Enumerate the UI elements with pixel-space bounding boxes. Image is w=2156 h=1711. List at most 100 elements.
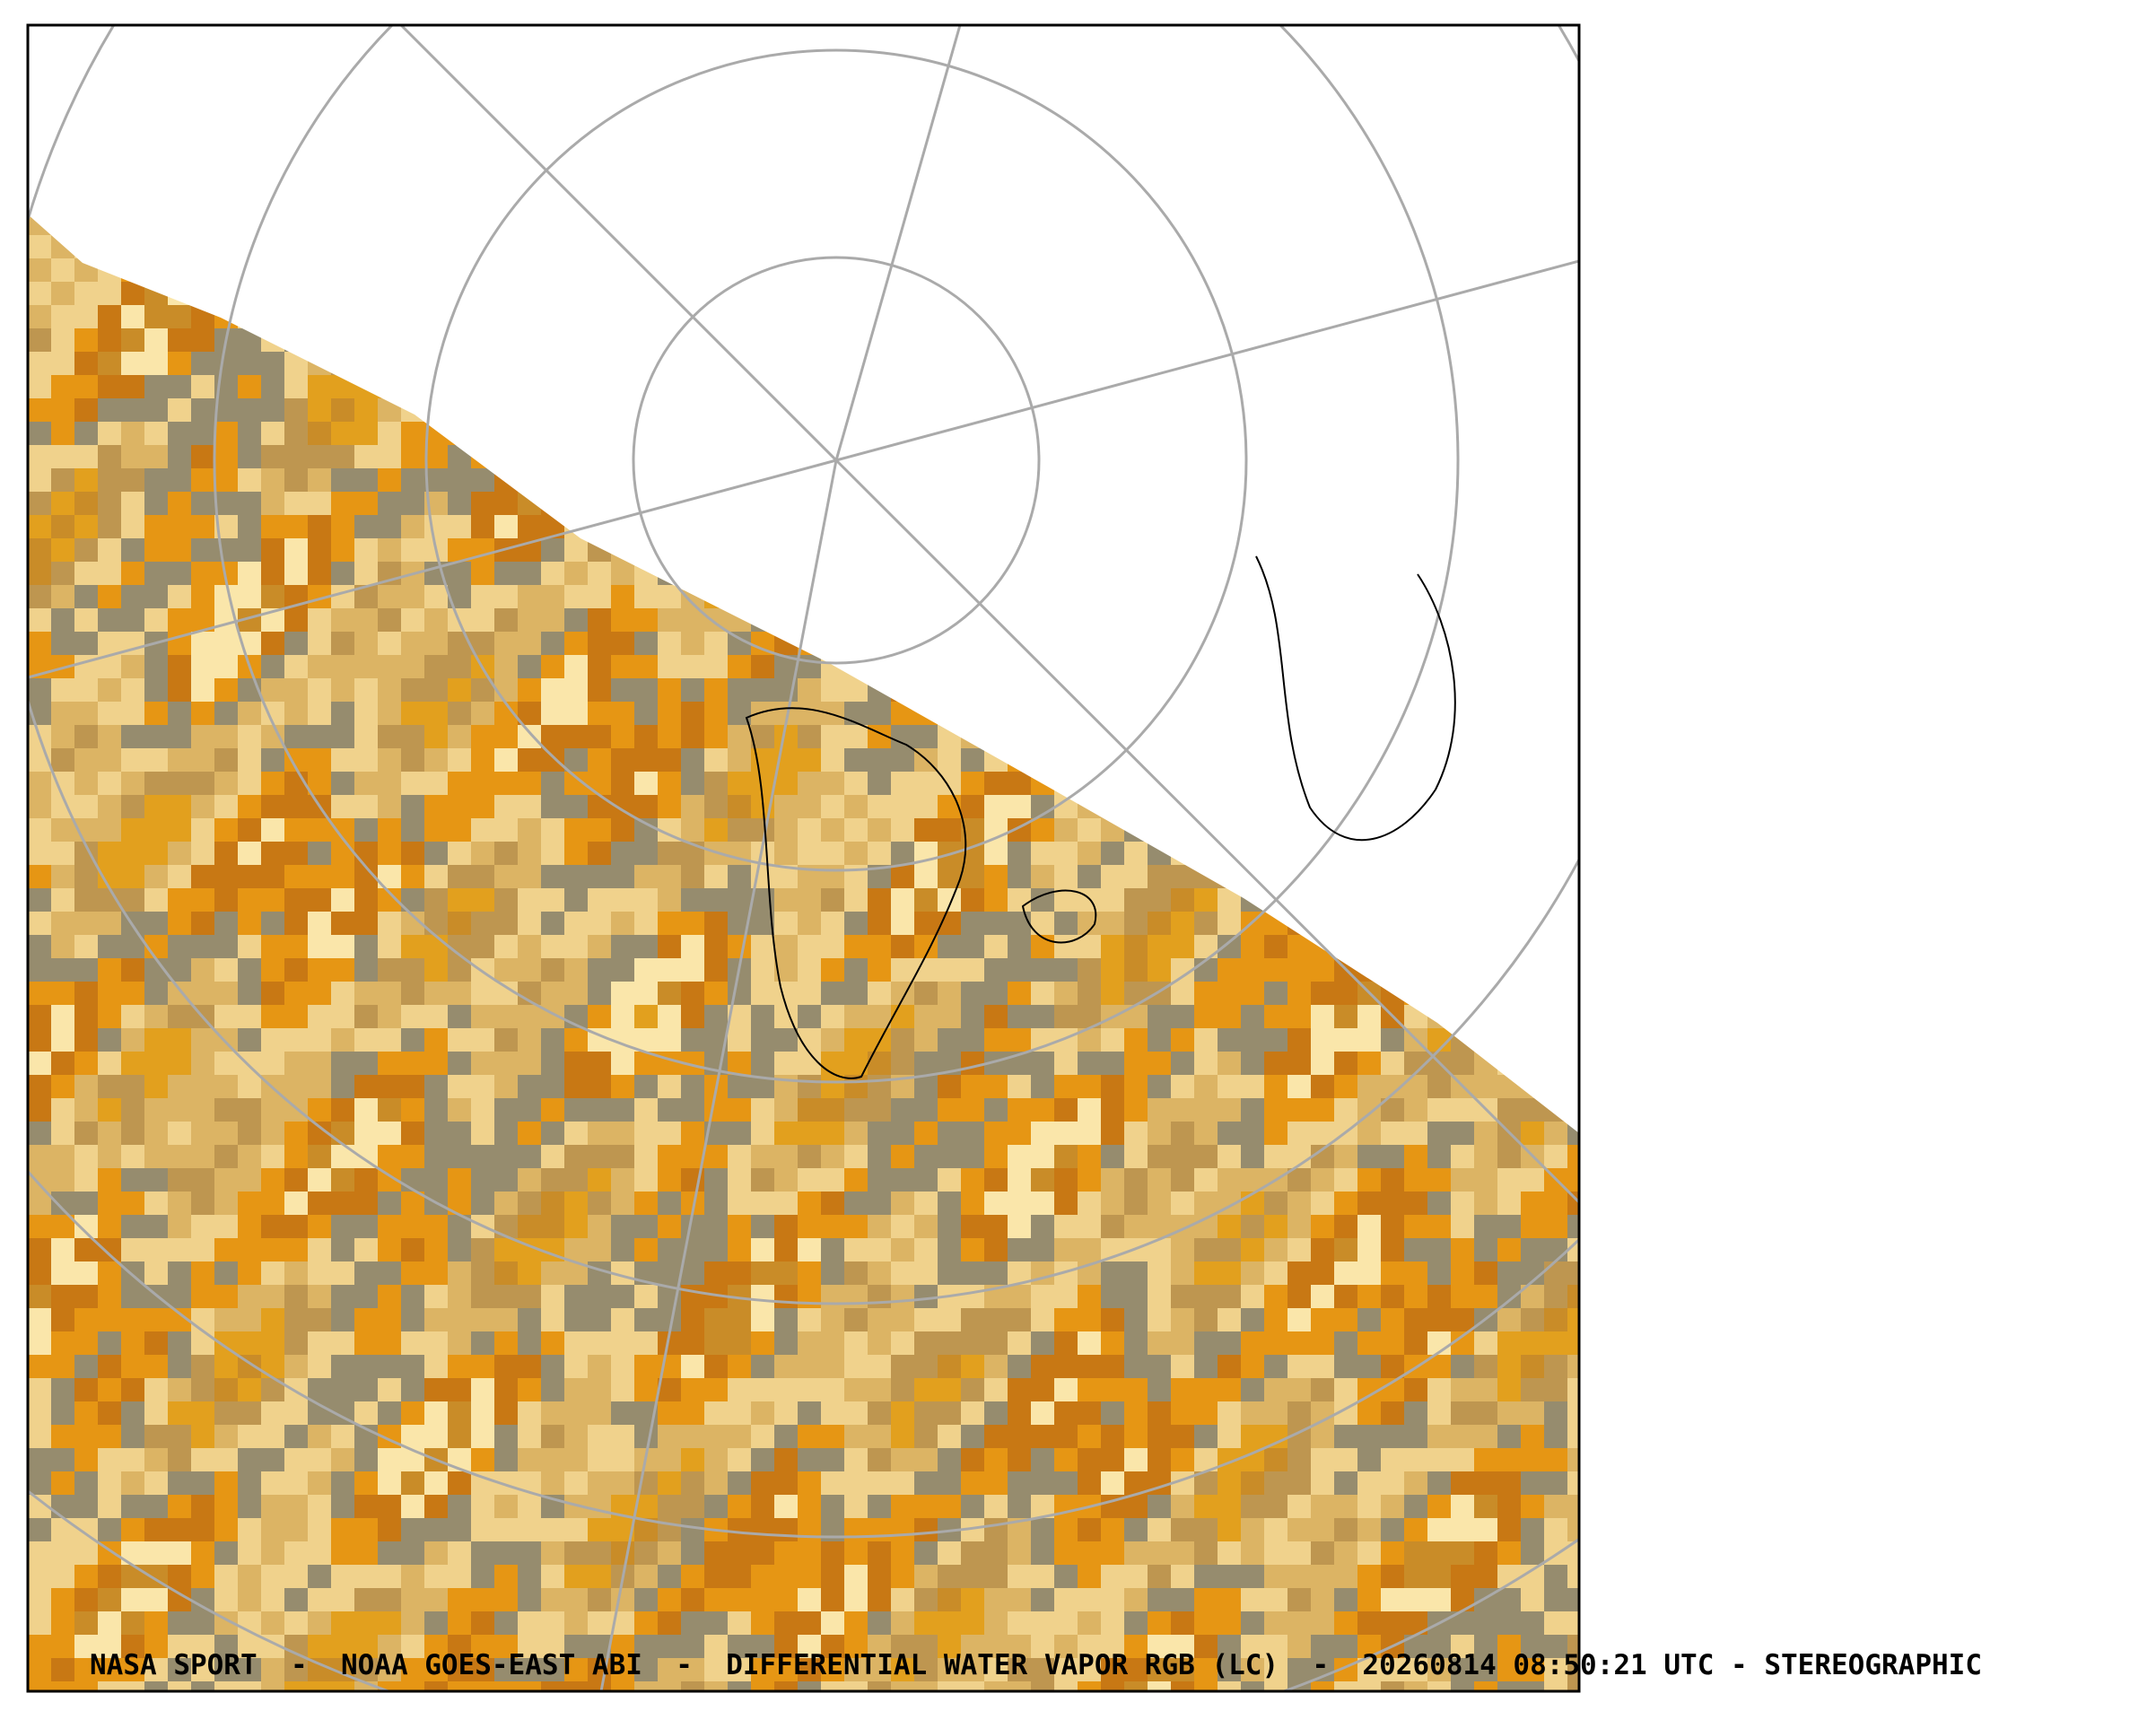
image-pixel xyxy=(681,1635,704,1658)
image-pixel xyxy=(51,1098,74,1122)
image-pixel xyxy=(354,1658,378,1681)
image-pixel xyxy=(378,632,401,655)
image-pixel xyxy=(914,865,938,888)
image-pixel xyxy=(424,912,448,935)
image-pixel xyxy=(1171,1122,1194,1145)
image-pixel xyxy=(1357,1658,1381,1681)
image-pixel xyxy=(634,1331,658,1355)
image-pixel xyxy=(1497,1285,1521,1308)
image-pixel xyxy=(144,1331,168,1355)
image-pixel xyxy=(28,982,51,1005)
image-pixel xyxy=(284,1378,308,1401)
image-pixel xyxy=(1544,1122,1567,1145)
image-pixel xyxy=(1334,1052,1357,1075)
image-pixel xyxy=(611,1681,634,1691)
image-pixel xyxy=(331,1518,354,1541)
image-pixel xyxy=(1031,1471,1054,1495)
image-pixel xyxy=(1101,1401,1124,1425)
image-pixel xyxy=(331,1635,354,1658)
image-pixel xyxy=(191,1378,214,1401)
image-pixel xyxy=(308,702,331,725)
image-pixel xyxy=(494,1215,518,1238)
image-pixel xyxy=(98,305,121,328)
image-pixel xyxy=(868,795,891,818)
image-pixel xyxy=(751,982,774,1005)
image-pixel xyxy=(751,1565,774,1588)
image-pixel xyxy=(494,1098,518,1122)
image-pixel xyxy=(121,1401,144,1425)
image-pixel xyxy=(961,982,984,1005)
image-pixel xyxy=(541,772,564,795)
image-pixel xyxy=(261,1541,284,1565)
image-pixel xyxy=(914,1168,938,1192)
image-pixel xyxy=(681,702,704,725)
image-pixel xyxy=(1427,1378,1451,1401)
image-pixel xyxy=(1008,1098,1031,1122)
image-pixel xyxy=(1124,1658,1148,1681)
image-pixel xyxy=(261,1192,284,1215)
image-pixel xyxy=(658,1098,681,1122)
image-pixel xyxy=(471,1075,494,1098)
image-pixel xyxy=(518,1588,541,1611)
image-pixel xyxy=(238,1308,261,1331)
image-pixel xyxy=(238,1588,261,1611)
image-pixel xyxy=(214,888,238,912)
image-pixel xyxy=(261,468,284,492)
image-pixel xyxy=(774,1378,798,1401)
image-pixel xyxy=(798,1658,821,1681)
image-pixel xyxy=(1474,1681,1497,1691)
image-pixel xyxy=(471,1635,494,1658)
image-pixel xyxy=(961,1005,984,1028)
image-pixel xyxy=(98,1331,121,1355)
image-pixel xyxy=(378,492,401,515)
image-pixel xyxy=(564,702,588,725)
image-pixel xyxy=(98,1285,121,1308)
image-pixel xyxy=(1357,1588,1381,1611)
image-pixel xyxy=(1008,958,1031,982)
image-pixel xyxy=(378,1471,401,1495)
image-pixel xyxy=(144,1098,168,1122)
image-pixel xyxy=(471,562,494,585)
image-pixel xyxy=(214,1541,238,1565)
image-pixel xyxy=(424,1285,448,1308)
image-pixel xyxy=(774,1635,798,1658)
image-pixel xyxy=(658,1681,681,1691)
image-pixel xyxy=(144,585,168,608)
image-pixel xyxy=(1194,1052,1218,1075)
image-pixel xyxy=(541,1168,564,1192)
image-pixel xyxy=(448,1122,471,1145)
image-pixel xyxy=(1357,1541,1381,1565)
image-pixel xyxy=(634,1145,658,1168)
image-pixel xyxy=(1008,1471,1031,1495)
image-pixel xyxy=(1101,1285,1124,1308)
image-pixel xyxy=(914,1425,938,1448)
image-pixel xyxy=(74,888,98,912)
image-pixel xyxy=(1474,1192,1497,1215)
image-pixel xyxy=(1381,1495,1404,1518)
image-pixel xyxy=(518,748,541,772)
image-pixel xyxy=(821,1588,844,1611)
image-pixel xyxy=(74,1261,98,1285)
image-pixel xyxy=(378,1028,401,1052)
image-pixel xyxy=(1054,1658,1078,1681)
image-pixel xyxy=(1451,1215,1474,1238)
image-pixel xyxy=(1357,1052,1381,1075)
image-pixel xyxy=(1148,1168,1171,1192)
image-pixel xyxy=(774,1168,798,1192)
image-pixel xyxy=(844,748,868,772)
image-pixel xyxy=(354,632,378,655)
image-pixel xyxy=(868,1378,891,1401)
image-pixel xyxy=(401,725,424,748)
image-pixel xyxy=(1451,1471,1474,1495)
image-pixel xyxy=(448,1075,471,1098)
meridian xyxy=(834,25,962,461)
image-pixel xyxy=(98,1122,121,1145)
image-pixel xyxy=(1451,1122,1474,1145)
image-pixel xyxy=(518,1355,541,1378)
image-pixel xyxy=(168,1052,191,1075)
image-pixel xyxy=(634,725,658,748)
image-pixel xyxy=(424,1145,448,1168)
image-pixel xyxy=(1381,1261,1404,1285)
image-pixel xyxy=(74,1331,98,1355)
image-pixel xyxy=(518,1331,541,1355)
